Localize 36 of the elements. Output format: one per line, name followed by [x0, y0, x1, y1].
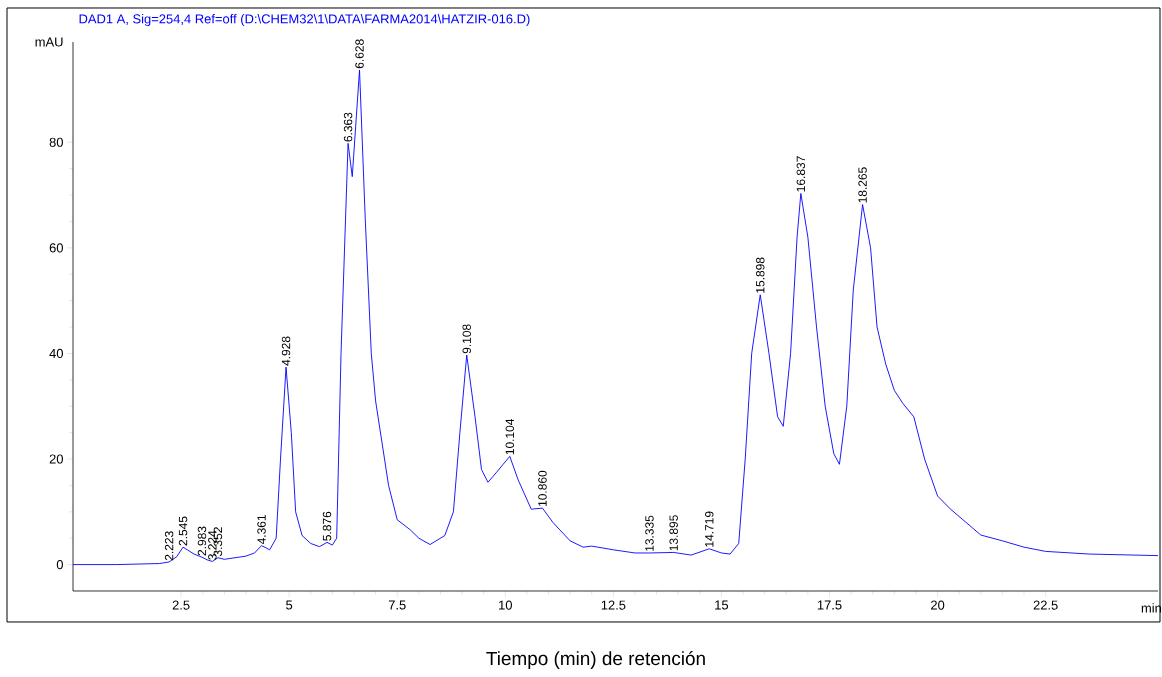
x-tick-label: 2.5: [172, 600, 190, 610]
x-tick-label: 17.5: [817, 600, 842, 610]
x-tick-label: 7.5: [388, 600, 406, 610]
line-series: [72, 69, 1159, 566]
annotation: 4.361: [257, 515, 266, 545]
x-tick-label: 15: [715, 600, 729, 610]
x-tick-label: 22.5: [1033, 600, 1058, 610]
annotation: 15.898: [756, 257, 765, 293]
annotation: 2.983: [197, 526, 207, 556]
y-tick-label: 60: [49, 243, 63, 253]
x-tick-label: 20: [931, 600, 945, 610]
x-tick-label: 5: [286, 600, 293, 610]
annotation: 2.223: [164, 531, 174, 561]
annotation: 18.265: [858, 167, 867, 203]
annotation: 2.545: [178, 516, 188, 546]
annotation: 10.860: [538, 470, 547, 506]
y-tick-label: 40: [49, 348, 63, 359]
y-axis-title: mAU: [35, 37, 63, 47]
x-tick-label: 10: [499, 600, 512, 610]
y-tick-label: 20: [49, 454, 63, 464]
annotation: 5.876: [322, 511, 332, 541]
x-axis-title: Tiempo (min) de retención: [486, 651, 705, 669]
annotation: 10.104: [505, 418, 515, 455]
y-tick-label: 80: [49, 137, 63, 147]
annotation: 9.108: [462, 324, 471, 354]
annotation: 16.837: [796, 156, 806, 192]
text: min: [1141, 603, 1161, 613]
annotation: 14.719: [705, 511, 714, 547]
annotation: 13.335: [645, 515, 654, 551]
annotation: 13.895: [669, 515, 678, 551]
annotation: 4.928: [281, 336, 291, 366]
annotation: 6.363: [343, 112, 353, 142]
annotation: 6.628: [355, 39, 364, 69]
chart-title: DAD1 A, Sig=254,4 Ref=off (D:\CHEM32\1\DATA\FARMA2014\HATZIR-016.D): [79, 13, 530, 27]
x-tick-label: 12.5: [601, 600, 626, 610]
y-tick-label: 0: [56, 560, 63, 570]
